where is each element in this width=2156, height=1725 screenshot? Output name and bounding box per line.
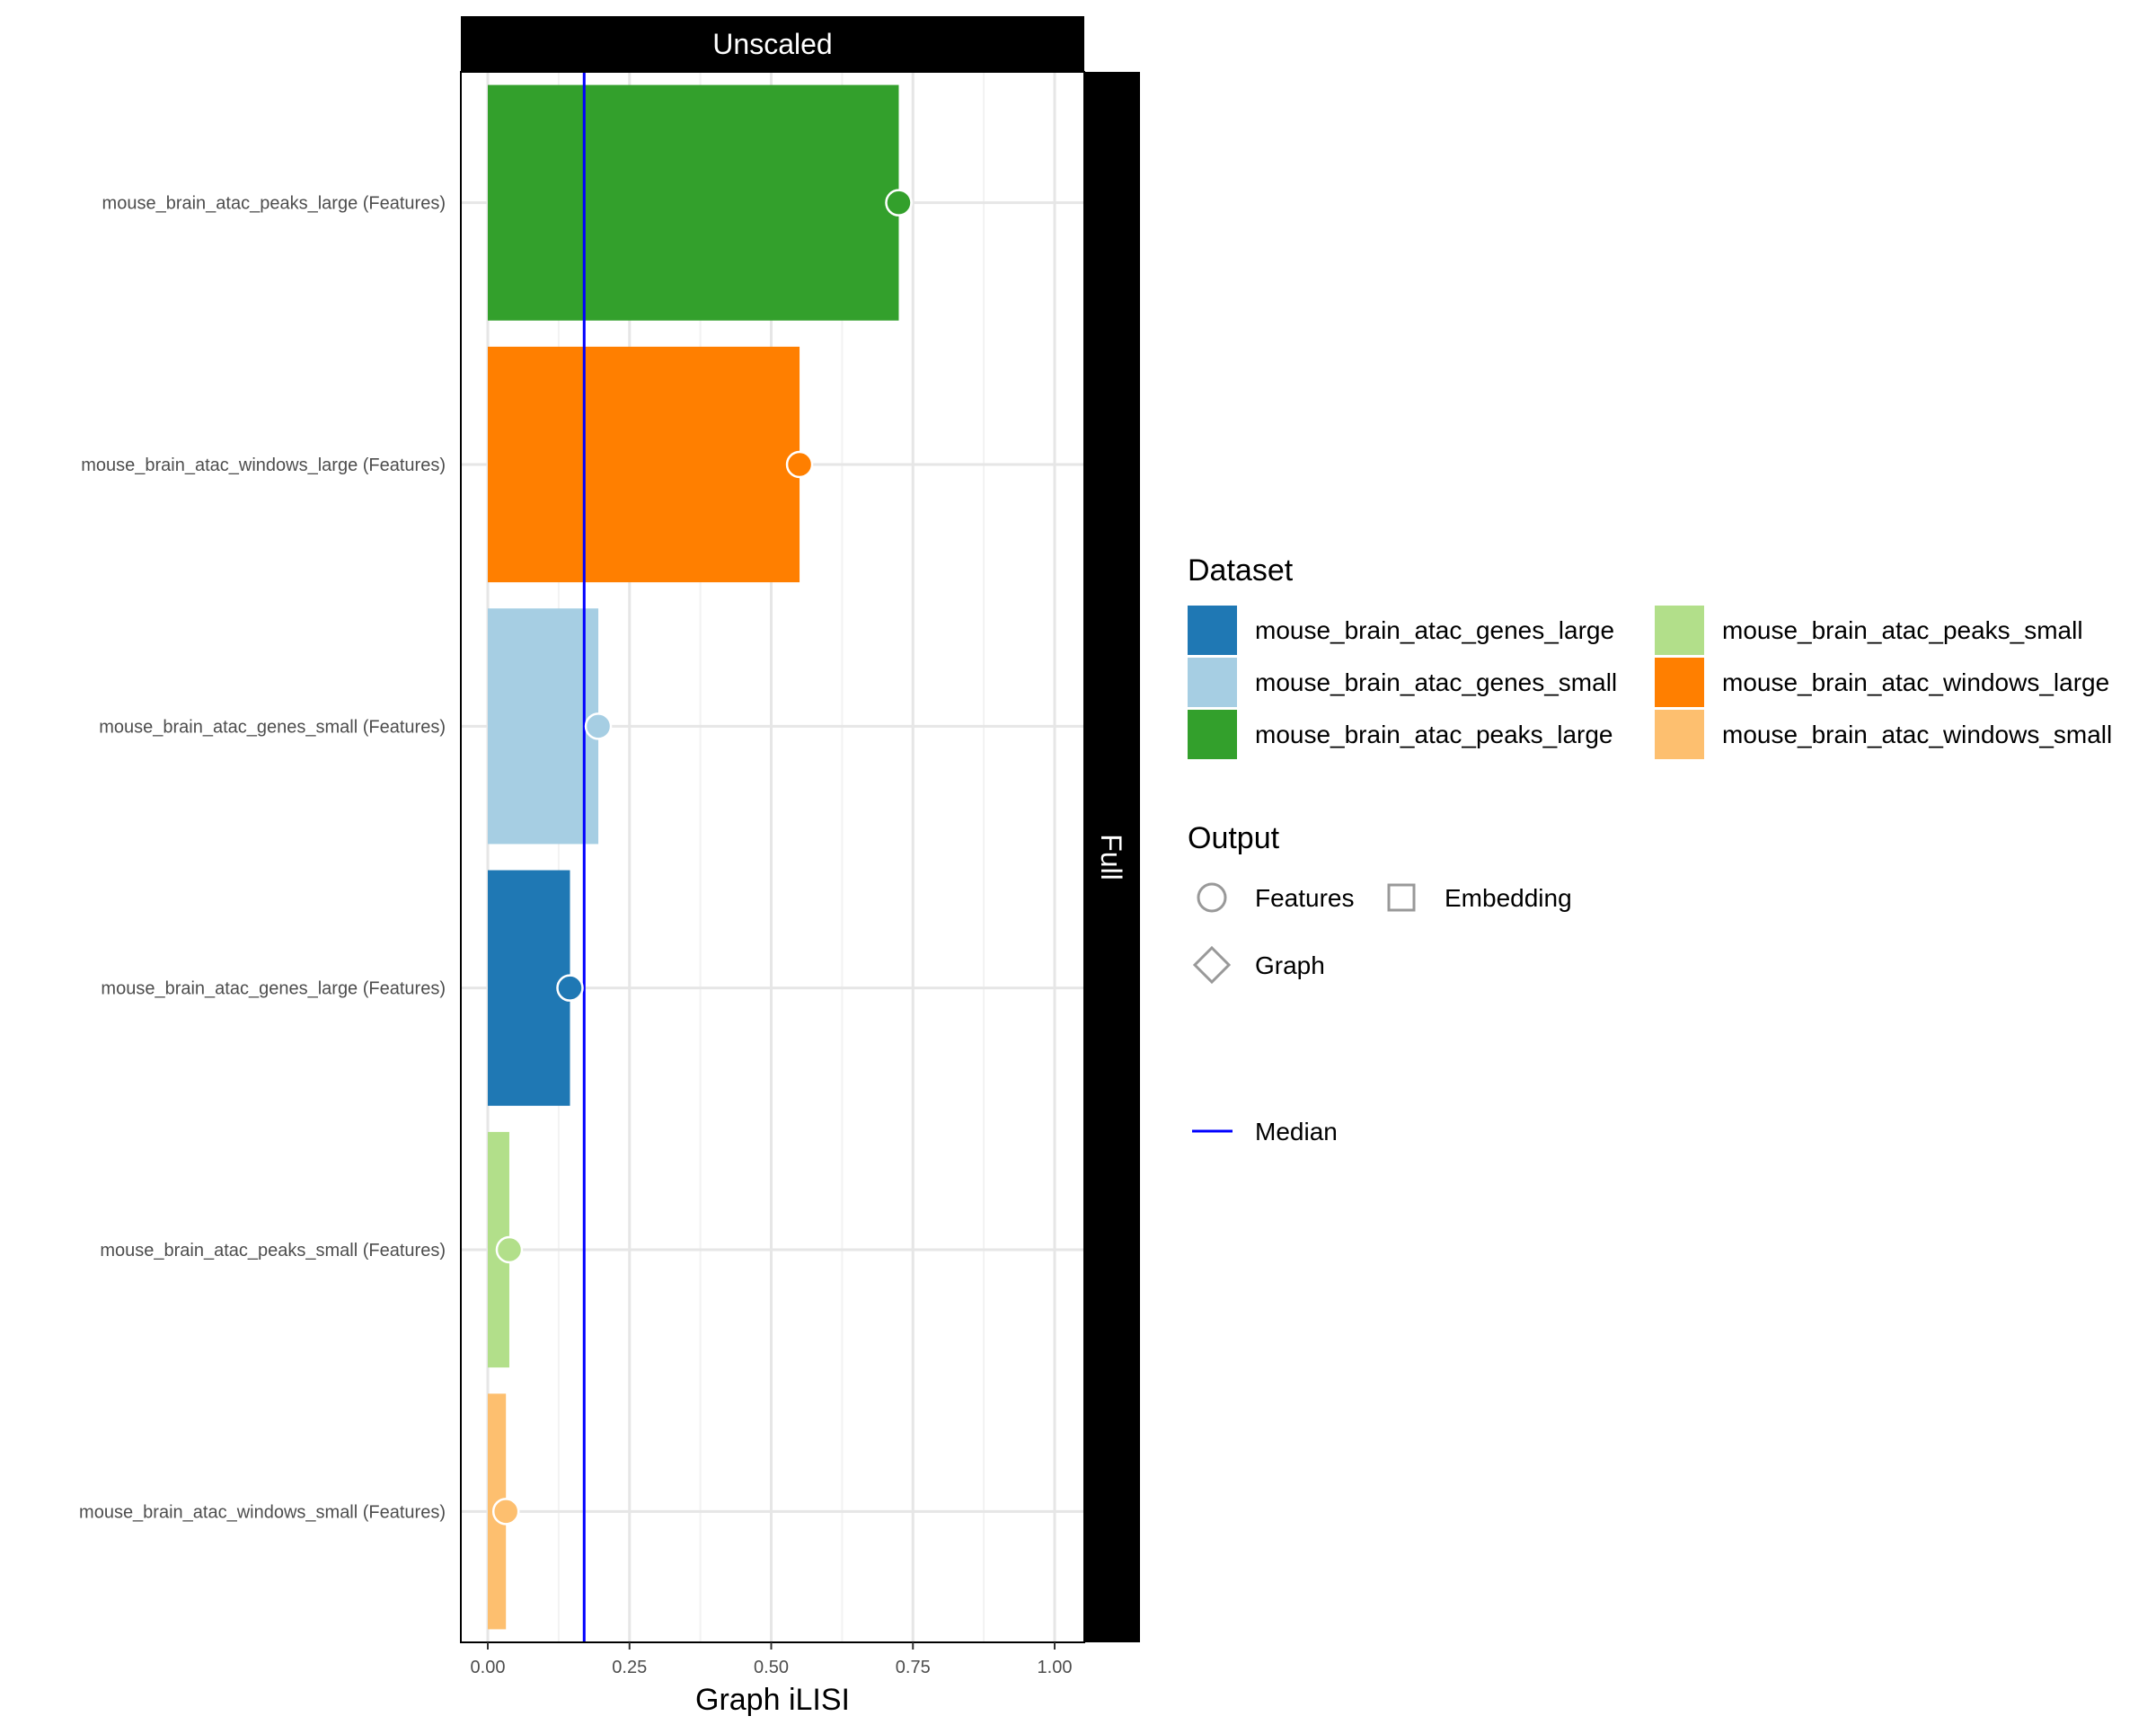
legend-swatch [1655,606,1704,655]
x-axis-label: Graph iLISI [695,1683,850,1717]
legend-median-label: Median [1255,1117,1338,1146]
legend-dataset-title: Dataset [1188,553,1294,588]
bar [488,608,599,845]
median-line-icon [1188,1107,1237,1156]
y-tick-label: mouse_brain_atac_windows_large (Features… [81,456,446,475]
legend-output-label: Graph [1255,951,1325,979]
legend-swatch [1188,658,1237,707]
legend-dataset-label: mouse_brain_atac_peaks_small [1722,615,2083,644]
legend-dataset-label: mouse_brain_atac_genes_small [1255,668,1618,696]
legend-output-label: Embedding [1445,883,1572,912]
y-tick-label: mouse_brain_atac_peaks_large (Features) [102,194,446,214]
legend-output-item: Features [1188,873,1355,923]
y-tick-label: mouse_brain_atac_genes_large (Features) [101,979,446,999]
legend-swatch [1655,710,1704,759]
legend-swatch [1188,710,1237,759]
legend-dataset-item: mouse_brain_atac_windows_large [1655,658,2109,707]
legend-output-title: Output [1188,821,1280,855]
x-tick-label: 0.50 [754,1658,789,1677]
diamond-icon [1188,941,1237,990]
facet-strip-top: Unscaled [461,16,1084,72]
legend-dataset-label: mouse_brain_atac_peaks_large [1255,720,1613,748]
point-marker [491,1498,520,1526]
legend-swatch [1655,658,1704,707]
legend-dataset-item: mouse_brain_atac_peaks_large [1188,710,1613,759]
point-marker [495,1235,524,1264]
point-marker [556,974,584,1002]
legend-output-item: Graph [1188,941,1325,990]
y-tick-label: mouse_brain_atac_peaks_small (Features) [100,1241,446,1261]
point-marker [785,450,814,479]
legend-dataset-label: mouse_brain_atac_genes_large [1255,615,1615,644]
point-marker [584,712,613,740]
y-tick-label: mouse_brain_atac_genes_small (Features) [99,717,446,737]
square-icon [1377,873,1427,923]
legend-dataset-item: mouse_brain_atac_genes_small [1188,658,1617,707]
legend-median-item: Median [1188,1107,1338,1156]
legend-dataset-item: mouse_brain_atac_windows_small [1655,710,2112,759]
x-tick-label: 1.00 [1038,1658,1073,1677]
legend-dataset-item: mouse_brain_atac_peaks_small [1655,606,2083,655]
y-tick-labels: mouse_brain_atac_peaks_large (Features) m… [79,194,446,1523]
facet-strip-right-label: Full [1095,834,1127,880]
legend-dataset-item: mouse_brain_atac_genes_large [1188,606,1614,655]
legend-output-item: Embedding [1377,873,1572,923]
x-tick-labels: 0.00 0.25 0.50 0.75 1.00 [471,1642,1073,1677]
x-tick-label: 0.00 [471,1658,506,1677]
circle-icon [1188,873,1237,923]
facet-strip-right: Full [1084,72,1140,1642]
legend-swatch [1188,606,1237,655]
legend-dataset-label: mouse_brain_atac_windows_small [1722,720,2113,748]
bar [488,84,899,321]
bar [488,346,800,583]
legend-output-label: Features [1255,883,1355,912]
x-tick-label: 0.25 [612,1658,647,1677]
x-tick-label: 0.75 [896,1658,931,1677]
facet-strip-top-label: Unscaled [712,28,832,60]
bars-group [488,84,899,1630]
y-tick-label: mouse_brain_atac_windows_small (Features… [79,1502,446,1522]
legend-dataset-label: mouse_brain_atac_windows_large [1722,668,2110,696]
point-marker [885,189,913,217]
points-group [491,189,913,1526]
